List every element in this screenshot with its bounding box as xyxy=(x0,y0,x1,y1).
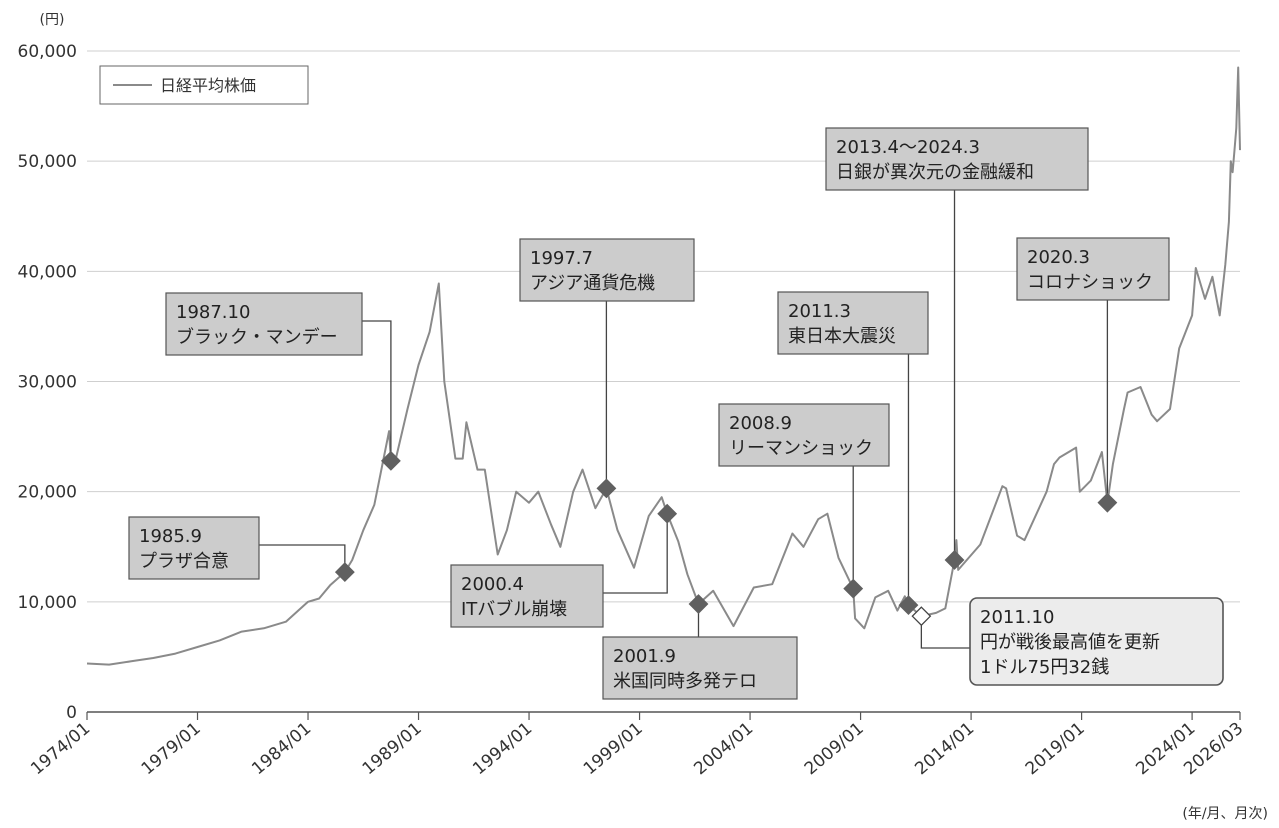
callout-text: 1985.9 xyxy=(139,526,202,547)
legend-label: 日経平均株価 xyxy=(160,76,256,95)
callout-box xyxy=(602,636,798,700)
annotation-1985-09: 1985.9 プラザ合意 xyxy=(128,516,355,583)
x-tick-label: 1984/01 xyxy=(248,719,315,780)
y-tick-label: 0 xyxy=(66,703,77,723)
annotations-layer: 1985.9 プラザ合意 1987.10 ブラック・マンデー 1997.7 アジア通貨危機… xyxy=(128,127,1224,700)
event-marker xyxy=(657,503,678,524)
callout-box xyxy=(1016,237,1170,301)
event-marker xyxy=(380,450,401,471)
callout-box xyxy=(519,238,695,302)
callout-box xyxy=(165,292,363,356)
callout-text: リーマンショック xyxy=(729,438,873,459)
callout-text: 1987.10 xyxy=(176,302,250,323)
legend: 日経平均株価 xyxy=(99,65,309,105)
annotation-1987-10: 1987.10 ブラック・マンデー xyxy=(165,292,401,471)
y-tick-label: 10,000 xyxy=(18,593,77,613)
callout-box xyxy=(450,564,604,628)
y-tick-label: 30,000 xyxy=(18,373,77,393)
annotation-1997-07: 1997.7 アジア通貨危機 xyxy=(519,238,695,499)
y-tick-label: 20,000 xyxy=(18,483,77,503)
annotation-2020-03: 2020.3 コロナショック xyxy=(1016,237,1170,513)
callout-text: 2013.4〜2024.3 xyxy=(836,137,980,158)
x-tick-label: 1994/01 xyxy=(469,719,536,780)
callout-text: 2000.4 xyxy=(461,574,524,595)
y-tick-label: 40,000 xyxy=(18,262,77,282)
callout-text: アジア通貨危機 xyxy=(530,273,655,294)
annotation-2011-10: 2011.10 円が戦後最高値を更新 1ドル75円32銭 xyxy=(911,597,1224,686)
x-tick-label: 2009/01 xyxy=(801,719,868,780)
callout-box xyxy=(128,516,260,580)
y-axis-unit-label: (円) xyxy=(40,12,65,28)
callout-leader xyxy=(259,544,346,573)
event-marker xyxy=(911,606,932,627)
event-marker xyxy=(843,578,864,599)
callout-text: ブラック・マンデー xyxy=(176,326,338,348)
annotation-2013-04: 2013.4〜2024.3 日銀が異次元の金融緩和 xyxy=(825,127,1089,570)
x-tick-label: 2014/01 xyxy=(911,719,978,780)
y-tick-label: 60,000 xyxy=(18,42,77,62)
event-marker xyxy=(334,562,355,583)
callout-text: 円が戦後最高値を更新 xyxy=(980,632,1160,653)
callout-text: 日銀が異次元の金融緩和 xyxy=(836,162,1034,183)
callout-text: 1ドル75円32銭 xyxy=(980,657,1109,678)
series-line-nikkei xyxy=(86,66,1241,666)
callout-text: 2001.9 xyxy=(613,646,676,667)
x-tick-label: 1989/01 xyxy=(359,719,426,780)
callout-text: 2011.10 xyxy=(980,607,1054,628)
y-tick-label: 50,000 xyxy=(18,152,77,172)
callout-box xyxy=(825,127,1089,191)
annotation-2011-03: 2011.3 東日本大震災 xyxy=(777,291,929,616)
annotation-2000-04: 2000.4 ITバブル崩壊 xyxy=(450,503,678,628)
x-tick-label: 2019/01 xyxy=(1022,719,1089,780)
annotation-2008-09: 2008.9 リーマンショック xyxy=(718,403,890,599)
x-tick-label: 1979/01 xyxy=(138,719,205,780)
series-layer xyxy=(86,66,1241,666)
callout-box xyxy=(718,403,890,467)
annotation-2001-09: 2001.9 米国同時多発テロ xyxy=(602,594,798,700)
event-marker xyxy=(898,595,919,616)
callout-text: 東日本大震災 xyxy=(788,326,896,347)
x-tick-label: 1974/01 xyxy=(27,719,94,780)
callout-text: 2008.9 xyxy=(729,413,792,434)
callout-text: 米国同時多発テロ xyxy=(613,671,757,692)
callout-text: 2020.3 xyxy=(1027,247,1090,268)
callout-box xyxy=(969,597,1224,686)
event-marker xyxy=(688,594,709,614)
callout-text: 1997.7 xyxy=(530,248,593,269)
x-tick-label: 2004/01 xyxy=(690,719,757,780)
event-marker xyxy=(1097,492,1118,513)
x-tick-label: 1999/01 xyxy=(580,719,647,780)
x-axis-unit-label: (年/月、月次) xyxy=(1182,806,1268,822)
event-marker xyxy=(944,550,965,570)
callout-text: プラザ合意 xyxy=(139,551,229,572)
callout-box xyxy=(777,291,929,355)
callout-leader xyxy=(362,320,392,461)
callout-leader xyxy=(603,513,668,594)
callout-text: ITバブル崩壊 xyxy=(461,598,567,620)
callout-text: 2011.3 xyxy=(788,301,851,322)
callout-text: コロナショック xyxy=(1027,272,1153,293)
event-marker xyxy=(596,478,617,499)
callout-leader xyxy=(920,616,970,649)
